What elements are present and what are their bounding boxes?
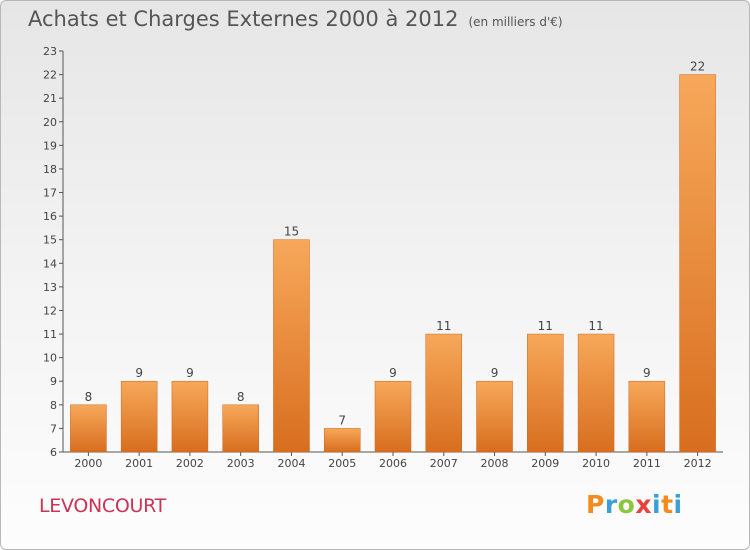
y-tick-label: 16 [43, 210, 57, 223]
data-label: 11 [588, 319, 603, 333]
chart-unit: (en milliers d'€) [468, 15, 563, 29]
y-tick-label: 6 [50, 446, 57, 459]
x-tick-label: 2000 [74, 457, 102, 470]
data-label: 22 [690, 60, 705, 74]
y-tick-label: 15 [43, 234, 57, 247]
x-tick-label: 2004 [277, 457, 305, 470]
x-tick-label: 2011 [633, 457, 661, 470]
bar-2000 [70, 404, 107, 453]
x-tick-label: 2001 [125, 457, 153, 470]
x-tick-label: 2012 [684, 457, 712, 470]
data-label: 9 [643, 366, 651, 380]
x-tick-label: 2002 [176, 457, 204, 470]
x-tick-label: 2009 [531, 457, 559, 470]
logo-letter: i [652, 490, 662, 519]
bar-2005 [323, 428, 361, 453]
x-tick-label: 2003 [227, 457, 255, 470]
bar-2010 [577, 333, 615, 453]
chart-labels: 2000 8 2001 9 2002 9 2003 8 2004 15 2005 7 2006 9 2007… [74, 60, 711, 470]
bar-2002 [171, 380, 209, 453]
y-tick-label: 8 [50, 399, 57, 412]
x-tick-label: 2005 [328, 457, 356, 470]
logo-letter: r [604, 490, 618, 519]
data-label: 9 [491, 366, 499, 380]
x-tick-label: 2010 [582, 457, 610, 470]
bar-2012 [679, 74, 716, 453]
y-tick-label: 21 [43, 92, 57, 105]
y-tick-label: 12 [43, 304, 57, 317]
proxiti-logo[interactable]: Proxiti [586, 490, 683, 519]
logo-letter: t [661, 490, 674, 519]
bar-2003 [222, 404, 259, 453]
x-tick-label: 2008 [481, 457, 509, 470]
data-label: 8 [85, 390, 93, 404]
data-label: 7 [338, 413, 346, 427]
x-tick-label: 2006 [379, 457, 407, 470]
y-tick-label: 23 [43, 45, 57, 58]
y-tick-label: 18 [43, 163, 57, 176]
logo-letter: P [586, 490, 605, 519]
y-tick-label: 13 [43, 281, 57, 294]
logo-letter: x [635, 490, 652, 519]
bar-2006 [374, 380, 412, 453]
y-tick-label: 10 [43, 352, 57, 365]
data-label: 11 [538, 319, 553, 333]
data-label: 9 [389, 366, 397, 380]
bar-2001 [120, 380, 158, 453]
bar-2007 [425, 333, 463, 453]
commune-name: LEVONCOURT [39, 495, 166, 517]
y-tick-label: 14 [43, 257, 57, 270]
bar-2008 [476, 380, 513, 453]
bar-2004 [273, 239, 310, 453]
bar-2009 [527, 333, 564, 453]
bar-2011 [628, 380, 666, 453]
data-label: 11 [436, 319, 451, 333]
y-tick-label: 20 [43, 116, 57, 129]
y-tick-label: 19 [43, 139, 57, 152]
chart-title-text: Achats et Charges Externes 2000 à 2012 [28, 7, 459, 31]
data-label: 9 [186, 366, 194, 380]
y-tick-label: 11 [43, 328, 57, 341]
chart-axes: 6 7 8 9 10 11 12 13 14 15 16 17 18 19 20 21 22 23 [43, 45, 723, 459]
chart-bars [70, 74, 716, 453]
data-label: 8 [237, 390, 245, 404]
y-tick-label: 17 [43, 187, 57, 200]
logo-letter: i [673, 490, 683, 519]
data-label: 15 [284, 225, 299, 239]
x-tick-label: 2007 [430, 457, 458, 470]
y-tick-label: 7 [50, 422, 57, 435]
data-label: 9 [135, 366, 143, 380]
logo-letter: o [617, 490, 636, 519]
chart-title: Achats et Charges Externes 2000 à 2012 (e… [28, 7, 563, 31]
y-tick-label: 9 [50, 375, 57, 388]
y-tick-label: 22 [43, 69, 57, 82]
